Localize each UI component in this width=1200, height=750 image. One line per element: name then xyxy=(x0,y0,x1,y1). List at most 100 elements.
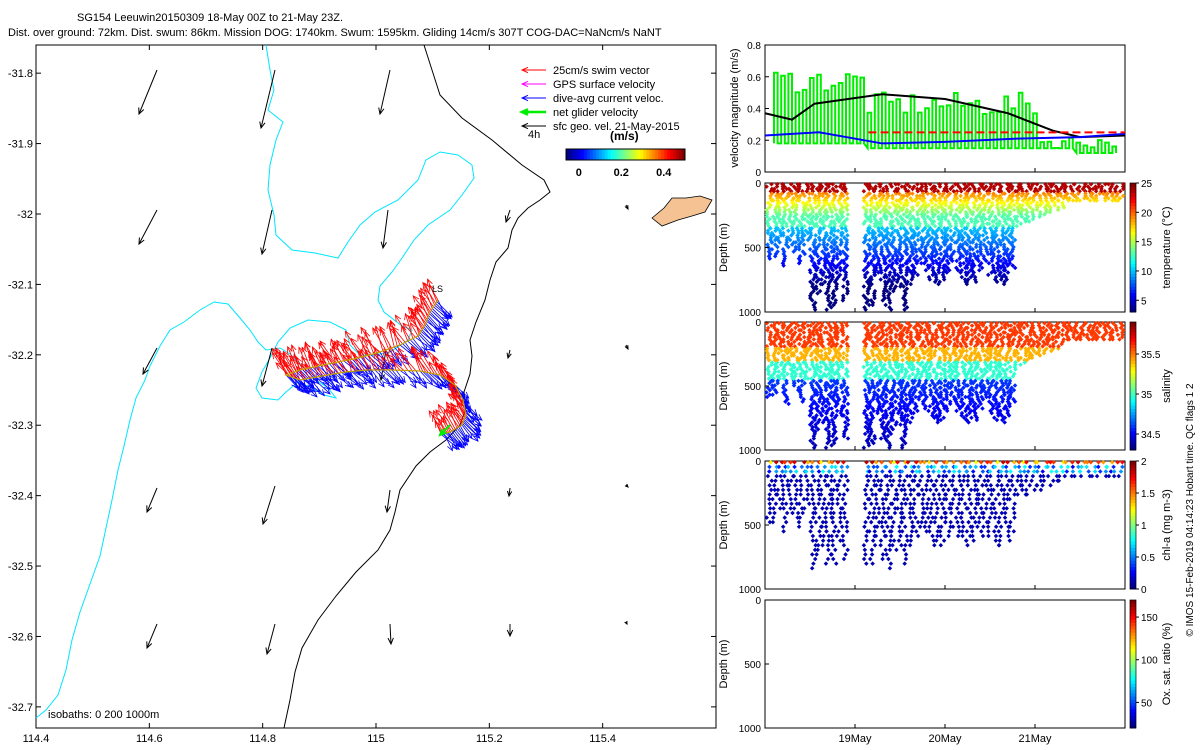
colorbar-cell xyxy=(1130,208,1136,213)
swim-arrow xyxy=(381,356,389,371)
colorbar-cell xyxy=(577,149,582,160)
colorbar-cell xyxy=(1130,228,1136,232)
dac-arrow xyxy=(464,417,481,431)
swim-arrow xyxy=(451,391,466,419)
colorbar-cell xyxy=(610,149,615,160)
colorbar-cell xyxy=(1130,260,1136,265)
colorbar-cell xyxy=(1130,392,1136,397)
colorbar-cell xyxy=(1130,221,1136,226)
colorbar-cell xyxy=(1130,199,1136,203)
map-ytick-label: -32.6 xyxy=(8,631,33,643)
colorbar-cell xyxy=(664,149,668,160)
dac-arrow xyxy=(417,335,428,352)
swim-arrow xyxy=(364,330,375,354)
colorbar-cell xyxy=(1130,366,1136,371)
velocity-series xyxy=(764,71,1126,156)
colorbar-tick-label: 0.4 xyxy=(656,167,672,179)
colorbar-cell xyxy=(1130,414,1136,419)
colorbar-cell xyxy=(1130,328,1136,333)
section-point xyxy=(772,254,778,259)
colorbar-cell xyxy=(1130,398,1136,403)
swim-arrow xyxy=(362,343,376,371)
section-ytick-label: 500 xyxy=(744,382,761,393)
colorbar-cell xyxy=(1130,183,1136,187)
map-xtick-label: 115.2 xyxy=(476,733,503,745)
colorbar-cell xyxy=(586,149,591,160)
dac-arrow xyxy=(328,374,338,392)
colorbar-cell xyxy=(682,149,686,160)
map-ytick-label: -31.9 xyxy=(8,139,33,151)
dac-arrow xyxy=(285,374,299,389)
section-point xyxy=(816,260,822,266)
velocity-ytick-label: 0.8 xyxy=(747,41,761,52)
ls-marker: LS xyxy=(432,284,443,294)
colorbar-label: salinity xyxy=(1161,369,1173,403)
colorbar-cell xyxy=(589,149,594,160)
colorbar-cell xyxy=(1130,334,1136,339)
legend-time: 4h xyxy=(528,129,540,141)
swim-arrow xyxy=(353,354,366,371)
colorbar-cell xyxy=(646,149,650,160)
colorbar-cell xyxy=(1130,408,1136,413)
velocity-series-line xyxy=(764,131,1126,145)
geo-velocity-arrow xyxy=(146,623,158,650)
geo-velocity-arrow xyxy=(506,624,514,638)
section-ylabel: Depth (m) xyxy=(718,223,730,272)
dac-arrow xyxy=(384,369,401,386)
swim-arrow xyxy=(432,414,442,435)
swim-arrow xyxy=(341,354,359,372)
geo-velocity-arrow xyxy=(146,487,158,514)
colorbar-cell xyxy=(1130,430,1136,435)
swim-arrow xyxy=(301,356,317,378)
section-point xyxy=(808,270,813,275)
section-ytick-label: 0 xyxy=(755,179,761,190)
colorbar-cell xyxy=(670,149,674,160)
section-point xyxy=(811,277,816,282)
colorbar-cell xyxy=(1130,386,1136,390)
colorbar-cell xyxy=(1130,295,1136,300)
colorbar-cell xyxy=(1130,357,1136,361)
section-point xyxy=(817,288,823,294)
colorbar-tick-label: 15 xyxy=(1141,238,1153,249)
isobath-label: isobaths: 0 200 1000m xyxy=(48,709,159,721)
colorbar-cell xyxy=(616,149,621,160)
legend-item-label: net glider velocity xyxy=(553,107,638,119)
colorbar-cell xyxy=(1130,234,1136,239)
colorbar-cell xyxy=(1130,402,1136,406)
dac-arrow xyxy=(347,371,365,390)
colorbar-tick-label: 10 xyxy=(1141,267,1153,278)
gps-velocity-line xyxy=(773,71,1117,156)
colorbar-cell xyxy=(574,149,579,160)
geo-velocity-arrow xyxy=(624,483,629,488)
colorbar-cell xyxy=(1130,395,1136,400)
glider-track xyxy=(271,278,483,452)
swim-arrow xyxy=(312,346,322,366)
dac-arrow xyxy=(415,370,427,389)
swim-arrow xyxy=(449,409,458,429)
swim-arrow xyxy=(293,353,304,380)
colorbar-cell xyxy=(1130,302,1136,307)
header-stats: Dist. over ground: 72km. Dist. swum: 86k… xyxy=(8,27,662,39)
colorbar-cell xyxy=(1130,247,1136,252)
colorbar-cell xyxy=(1130,434,1136,438)
swim-arrow xyxy=(329,348,346,373)
geo-velocity-arrow xyxy=(506,349,512,360)
colorbar-cell xyxy=(1130,440,1136,445)
dac-arrow xyxy=(289,376,301,391)
dac-arrow xyxy=(420,330,440,347)
legend-arrow xyxy=(518,108,546,116)
velocity-ytick-label: 0.6 xyxy=(747,73,761,84)
swim-arrow xyxy=(386,321,395,348)
dac-arrow xyxy=(422,371,441,389)
colorbar-cell xyxy=(1130,218,1136,223)
colorbar-tick-label: 0 xyxy=(576,167,582,179)
swim-arrow xyxy=(397,347,413,371)
velocity-ylabel: velocity magnitude (m/s) xyxy=(729,48,741,167)
section-point xyxy=(808,279,813,285)
